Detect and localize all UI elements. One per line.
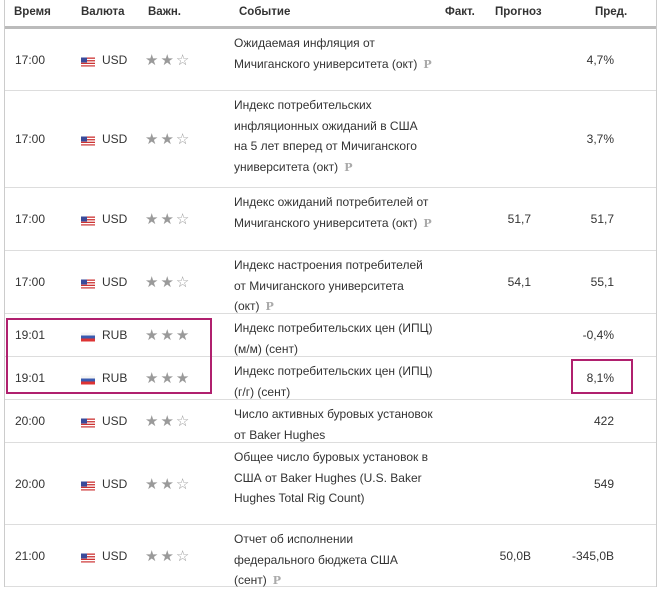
table-row[interactable]: 17:00 USD ★★☆ Индекс настроения потребит…: [5, 251, 656, 314]
event-name-link[interactable]: Индекс потребительских цен (ИПЦ) (г/г) (…: [234, 364, 433, 399]
us-flag-icon: [81, 479, 95, 490]
table-row[interactable]: 19:01 RUB ★★★ Индекс потребительских цен…: [5, 357, 656, 400]
previous-value: 8,1%: [586, 371, 614, 385]
importance-stars-icon: ★★★: [145, 370, 192, 387]
currency-code: RUB: [102, 328, 128, 342]
table-row[interactable]: 21:00 USD ★★☆ Отчет об исполнении федера…: [5, 525, 656, 587]
event-time: 19:01: [15, 371, 46, 385]
currency-code: USD: [102, 548, 128, 563]
currency-code: USD: [102, 132, 128, 146]
highlight-box-rub-rows: [6, 318, 212, 394]
header-event[interactable]: Событие: [239, 6, 291, 18]
previous-value: 51,7: [590, 212, 614, 226]
importance-stars-icon: ★★☆: [145, 211, 192, 228]
event-time: 19:01: [15, 328, 46, 342]
forecast-value: 50,0B: [499, 548, 531, 563]
us-flag-icon: [81, 215, 95, 226]
event-time: 17:00: [15, 52, 46, 67]
event-time: 21:00: [15, 548, 46, 563]
event-time: 17:00: [15, 275, 46, 289]
table-header: Время Валюта Важн. Событие Факт. Прогноз…: [5, 0, 656, 29]
importance-stars-icon: ★★☆: [145, 131, 192, 148]
currency-code: USD: [102, 476, 128, 491]
table-row[interactable]: 19:01 RUB ★★★ Индекс потребительских цен…: [5, 314, 656, 357]
forecast-value: 54,1: [507, 275, 531, 289]
ru-flag-icon: [81, 331, 95, 342]
header-actual[interactable]: Факт.: [445, 6, 475, 18]
previous-value: 55,1: [590, 275, 614, 289]
us-flag-icon: [81, 551, 95, 562]
table-row[interactable]: 17:00 USD ★★☆ Индекс ожиданий потребител…: [5, 188, 656, 251]
currency-code: USD: [102, 275, 128, 289]
header-previous[interactable]: Пред.: [595, 6, 628, 18]
event-time: 20:00: [15, 414, 46, 428]
event-name-link[interactable]: Индекс ожиданий потребителей от Мичиганс…: [234, 195, 429, 230]
currency-code: USD: [102, 212, 128, 226]
importance-stars-icon: ★★☆: [145, 413, 192, 430]
event-name-link[interactable]: Число активных буровых установок от Bake…: [234, 407, 433, 442]
ru-flag-icon: [81, 374, 95, 385]
currency-code: RUB: [102, 371, 128, 385]
preliminary-icon: P: [265, 300, 274, 313]
previous-value: 3,7%: [586, 132, 614, 146]
importance-stars-icon: ★★★: [145, 327, 192, 344]
event-name-link[interactable]: Ожидаемая инфляция от Мичиганского униве…: [234, 36, 418, 71]
preliminary-icon: P: [344, 160, 353, 174]
currency-code: USD: [102, 52, 128, 67]
us-flag-icon: [81, 278, 95, 289]
previous-value: 422: [593, 414, 614, 428]
economic-calendar-table: Время Валюта Важн. Событие Факт. Прогноз…: [4, 0, 657, 587]
table-row[interactable]: 20:00 USD ★★☆ Общее число буровых устано…: [5, 443, 656, 525]
preliminary-icon: P: [423, 57, 432, 71]
header-importance[interactable]: Важн.: [148, 6, 181, 18]
event-name-link[interactable]: Общее число буровых установок в США от B…: [234, 450, 428, 505]
header-currency[interactable]: Валюта: [81, 6, 125, 18]
currency-code: USD: [102, 414, 128, 428]
previous-value: -0,4%: [582, 328, 614, 342]
event-name-link[interactable]: Индекс потребительских цен (ИПЦ) (м/м) (…: [234, 321, 433, 356]
us-flag-icon: [81, 55, 95, 66]
previous-value: -345,0B: [571, 548, 614, 563]
event-time: 20:00: [15, 476, 46, 491]
table-row[interactable]: 17:00 USD ★★☆ Индекс потребительских инф…: [5, 91, 656, 188]
preliminary-icon: P: [272, 574, 282, 587]
previous-value: 4,7%: [586, 52, 614, 67]
us-flag-icon: [81, 135, 95, 146]
event-name-link[interactable]: Индекс настроения потребителей от Мичига…: [234, 258, 423, 313]
event-name-link[interactable]: Индекс потребительских инфляционных ожид…: [234, 98, 418, 174]
event-name-link[interactable]: Отчет об исполнении федерального бюджета…: [234, 532, 398, 587]
preliminary-icon: P: [423, 216, 432, 230]
importance-stars-icon: ★★☆: [145, 274, 192, 291]
importance-stars-icon: ★★☆: [145, 475, 192, 493]
event-time: 17:00: [15, 132, 46, 146]
header-time[interactable]: Время: [14, 6, 51, 18]
forecast-value: 51,7: [507, 212, 531, 226]
table-row[interactable]: 20:00 USD ★★☆ Число активных буровых уст…: [5, 400, 656, 443]
event-time: 17:00: [15, 212, 46, 226]
highlight-box-previous-value: [571, 359, 633, 394]
table-row[interactable]: 17:00 USD ★★☆ Ожидаемая инфляция от Мичи…: [5, 29, 656, 91]
header-forecast[interactable]: Прогноз: [495, 6, 542, 18]
us-flag-icon: [81, 417, 95, 428]
importance-stars-icon: ★★☆: [145, 547, 192, 565]
previous-value: 549: [593, 476, 614, 491]
importance-stars-icon: ★★☆: [145, 51, 192, 69]
